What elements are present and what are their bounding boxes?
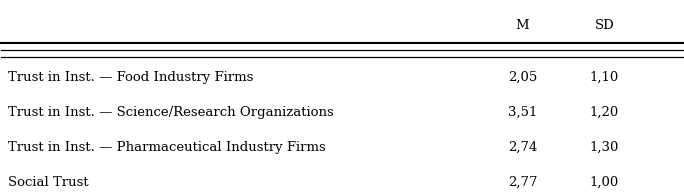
Text: 2,74: 2,74 — [508, 141, 537, 154]
Text: Social Trust: Social Trust — [8, 176, 89, 189]
Text: Trust in Inst. — Food Industry Firms: Trust in Inst. — Food Industry Firms — [8, 71, 254, 84]
Text: 2,05: 2,05 — [508, 71, 537, 84]
Text: Trust in Inst. — Pharmaceutical Industry Firms: Trust in Inst. — Pharmaceutical Industry… — [8, 141, 326, 154]
Text: 1,30: 1,30 — [590, 141, 619, 154]
Text: 2,77: 2,77 — [508, 176, 537, 189]
Text: 1,00: 1,00 — [590, 176, 619, 189]
Text: M: M — [516, 19, 529, 32]
Text: Trust in Inst. — Science/Research Organizations: Trust in Inst. — Science/Research Organi… — [8, 106, 334, 119]
Text: 3,51: 3,51 — [508, 106, 537, 119]
Text: 1,20: 1,20 — [590, 106, 619, 119]
Text: SD: SD — [594, 19, 614, 32]
Text: 1,10: 1,10 — [590, 71, 619, 84]
